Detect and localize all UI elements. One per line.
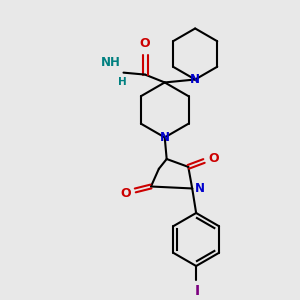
Text: N: N [190,73,200,86]
Text: I: I [195,284,200,298]
Text: N: N [195,182,205,195]
Text: NH: NH [101,56,121,69]
Text: N: N [160,131,170,144]
Text: H: H [118,76,126,87]
Text: O: O [140,37,150,50]
Text: O: O [121,187,131,200]
Text: O: O [208,152,218,164]
